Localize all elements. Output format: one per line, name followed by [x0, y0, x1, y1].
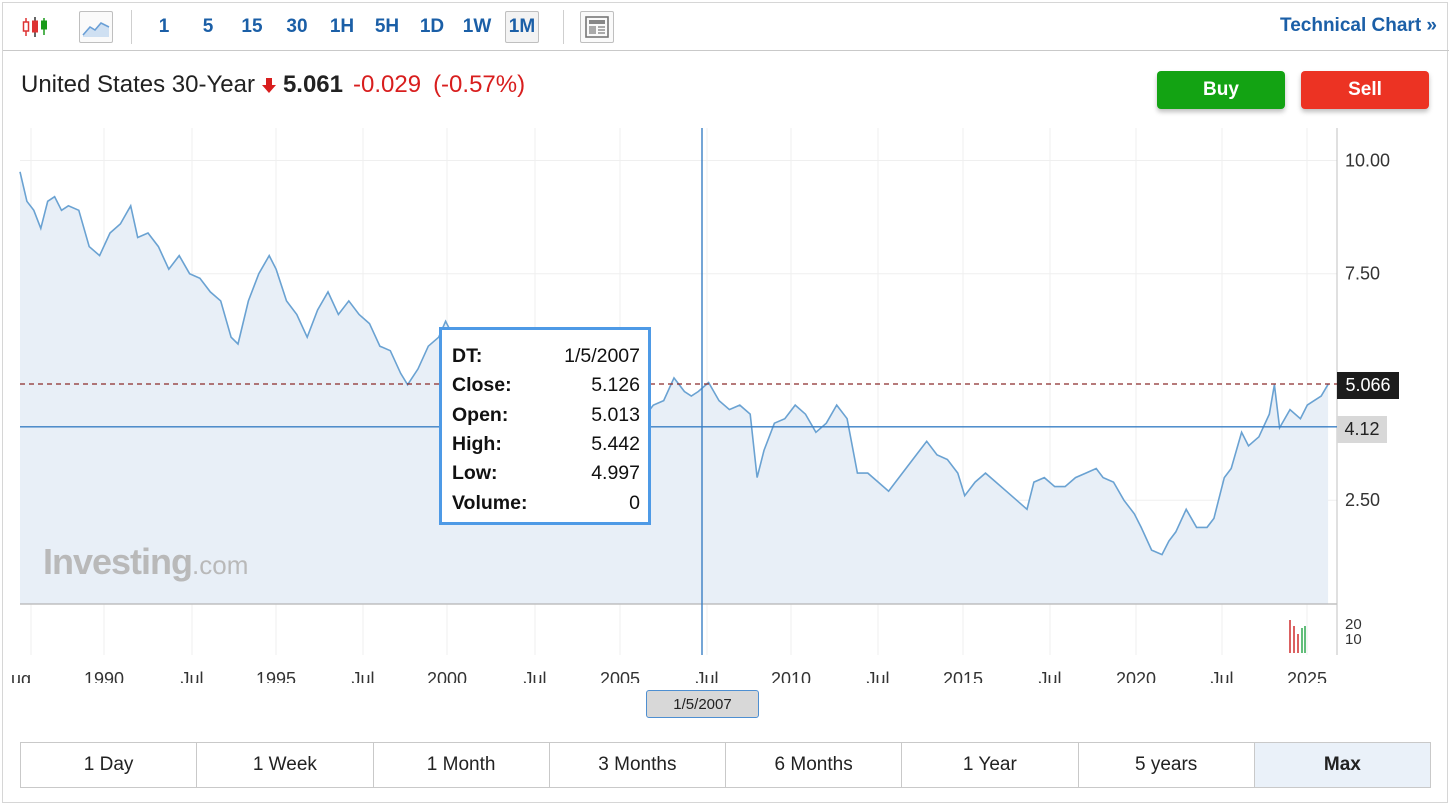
- tooltip-row: Open: 5.013: [452, 401, 640, 430]
- range-button[interactable]: 1 Month: [374, 743, 550, 787]
- layout-icon[interactable]: [580, 11, 614, 43]
- x-tick-label: 2000: [427, 669, 467, 683]
- volume-tick-label: 10: [1345, 631, 1362, 648]
- range-button[interactable]: Max: [1254, 743, 1430, 787]
- tooltip-key: Open:: [452, 403, 509, 426]
- range-selector: 1 Day 1 Week 1 Month 3 Months 6 Months 1 Year…: [20, 742, 1431, 788]
- timeframe-1[interactable]: 1: [158, 16, 170, 37]
- timeframe-5h[interactable]: 5H: [374, 16, 400, 37]
- price-line: [19, 171, 1329, 556]
- x-tick-label: Jul: [695, 669, 718, 683]
- tooltip-row: High: 5.442: [452, 430, 640, 459]
- x-tick-label: ug: [11, 669, 31, 683]
- area-chart-icon[interactable]: [79, 11, 113, 43]
- timeframe-1d[interactable]: 1D: [419, 16, 445, 37]
- x-tick-label: Jul: [1038, 669, 1061, 683]
- tooltip-key: Low:: [452, 462, 498, 485]
- technical-chart-link[interactable]: Technical Chart »: [1280, 15, 1437, 36]
- x-axis-ticks: ug 1990 Jul 1995 Jul 2000 Jul 2005 Jul 2010 Jul 201…: [11, 669, 1327, 683]
- crosshair-date-tag: 1/5/2007: [646, 690, 759, 718]
- tooltip-key: High:: [452, 433, 502, 456]
- instrument-name: United States 30-Year: [21, 71, 255, 98]
- range-button[interactable]: 1 Day: [21, 743, 198, 787]
- tooltip-value: 4.997: [591, 462, 640, 485]
- y-tick-label: 7.50: [1345, 264, 1380, 284]
- x-tick-label: Jul: [523, 669, 546, 683]
- instrument-header: United States 30-Year 5.061 -0.029 (-0.5…: [21, 71, 525, 99]
- tooltip-key: Close:: [452, 374, 512, 397]
- timeframe-1m[interactable]: 1M: [505, 11, 539, 43]
- timeframe-15[interactable]: 15: [241, 16, 263, 37]
- ohlc-tooltip: DT: 1/5/2007 Close: 5.126 Open: 5.013 High: 5.4…: [439, 327, 651, 525]
- timeframe-1h[interactable]: 1H: [329, 16, 355, 37]
- chart-toolbar: 1 5 15 30 1H 5H 1D 1W 1M Technical Chart…: [3, 3, 1449, 51]
- range-button[interactable]: 6 Months: [726, 743, 903, 787]
- x-tick-label: 2005: [600, 669, 640, 683]
- x-tick-label: 2015: [943, 669, 983, 683]
- tooltip-row: Close: 5.126: [452, 371, 640, 400]
- timeframe-30[interactable]: 30: [286, 16, 308, 37]
- x-tick-label: Jul: [180, 669, 203, 683]
- buy-button[interactable]: Buy: [1157, 71, 1285, 109]
- investing-watermark-logo: Investing.com: [43, 541, 249, 582]
- timeframe-1w[interactable]: 1W: [462, 16, 492, 37]
- range-button[interactable]: 1 Week: [197, 743, 374, 787]
- tooltip-row: Volume: 0: [452, 488, 640, 517]
- price-change-percent: (-0.57%): [433, 71, 526, 98]
- y-tick-label: 2.50: [1345, 490, 1380, 510]
- tooltip-row: DT: 1/5/2007: [452, 342, 640, 371]
- crosshair-price-tag: 4.12: [1337, 416, 1387, 443]
- tooltip-value: 5.013: [591, 403, 640, 426]
- x-tick-label: 2025: [1287, 669, 1327, 683]
- candlestick-chart-icon[interactable]: [19, 11, 53, 43]
- range-button[interactable]: 1 Year: [902, 743, 1079, 787]
- arrow-down-icon: [261, 76, 277, 94]
- tooltip-key: Volume:: [452, 491, 528, 514]
- x-tick-label: 2020: [1116, 669, 1156, 683]
- price-change: -0.029: [353, 71, 422, 98]
- tooltip-row: Low: 4.997: [452, 459, 640, 488]
- volume-tick-label: 20: [1345, 616, 1362, 633]
- x-tick-label: 2010: [771, 669, 811, 683]
- toolbar-divider: [563, 10, 564, 44]
- tooltip-value: 5.442: [591, 433, 640, 456]
- x-tick-label: Jul: [866, 669, 889, 683]
- x-tick-label: Jul: [351, 669, 374, 683]
- range-button[interactable]: 5 years: [1079, 743, 1255, 787]
- tooltip-key: DT:: [452, 345, 483, 368]
- volume-bars: [1289, 620, 1306, 653]
- range-button[interactable]: 3 Months: [550, 743, 726, 787]
- x-tick-label: 1995: [256, 669, 296, 683]
- y-tick-label: 10.00: [1345, 150, 1390, 170]
- price-area-fill: [20, 171, 1329, 605]
- last-price: 5.061: [282, 71, 343, 98]
- sell-button[interactable]: Sell: [1301, 71, 1429, 109]
- x-tick-label: Jul: [1210, 669, 1233, 683]
- timeframe-5[interactable]: 5: [202, 16, 214, 37]
- last-price-tag: 5.066: [1337, 372, 1399, 399]
- y-axis-ticks: 10.00 7.50 2.50 2010: [1345, 150, 1390, 648]
- price-chart[interactable]: 10.00 7.50 2.50 2010 ug 1990 Jul 1995 Jul 2000 Ju…: [3, 123, 1449, 683]
- x-tick-label: 1990: [84, 669, 124, 683]
- tooltip-value: 5.126: [591, 374, 640, 397]
- toolbar-divider: [131, 10, 132, 44]
- tooltip-value: 1/5/2007: [564, 345, 640, 368]
- tooltip-value: 0: [629, 491, 640, 514]
